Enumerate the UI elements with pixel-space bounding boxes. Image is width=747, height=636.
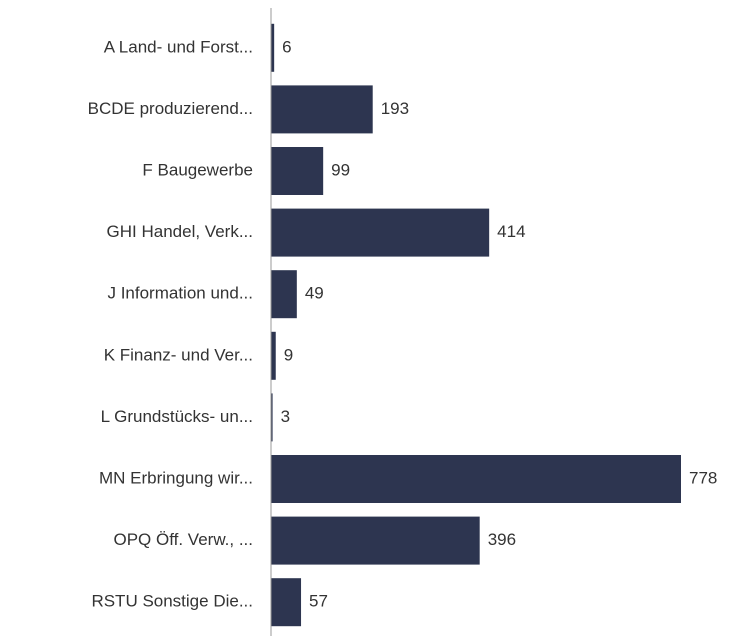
category-label: J Information und... bbox=[107, 284, 253, 303]
category-label: GHI Handel, Verk... bbox=[107, 222, 253, 241]
value-label: 6 bbox=[282, 37, 291, 56]
value-label: 9 bbox=[284, 345, 293, 364]
category-label: OPQ Öff. Verw., ... bbox=[113, 530, 253, 549]
bar bbox=[271, 393, 273, 442]
bar bbox=[271, 455, 681, 503]
bar bbox=[271, 85, 373, 134]
category-label: A Land- und Forst... bbox=[104, 37, 253, 56]
bar bbox=[271, 147, 324, 195]
category-label: RSTU Sonstige Die... bbox=[91, 592, 253, 611]
value-label: 193 bbox=[381, 99, 409, 118]
value-label: 49 bbox=[305, 284, 324, 303]
category-label: BCDE produzierend... bbox=[88, 99, 253, 118]
bar bbox=[271, 23, 275, 72]
bar bbox=[271, 516, 480, 565]
category-label: MN Erbringung wir... bbox=[99, 468, 253, 487]
bar bbox=[271, 331, 276, 380]
category-label: L Grundstücks- un... bbox=[101, 407, 253, 426]
bar bbox=[271, 578, 302, 627]
value-label: 396 bbox=[488, 530, 516, 549]
category-label: F Baugewerbe bbox=[142, 160, 253, 179]
value-label: 778 bbox=[689, 468, 717, 487]
bar bbox=[271, 208, 490, 257]
bar bbox=[271, 270, 297, 319]
category-label: K Finanz- und Ver... bbox=[104, 345, 253, 364]
value-label: 3 bbox=[281, 407, 290, 426]
value-label: 57 bbox=[309, 592, 328, 611]
value-label: 414 bbox=[497, 222, 525, 241]
value-label: 99 bbox=[331, 160, 350, 179]
